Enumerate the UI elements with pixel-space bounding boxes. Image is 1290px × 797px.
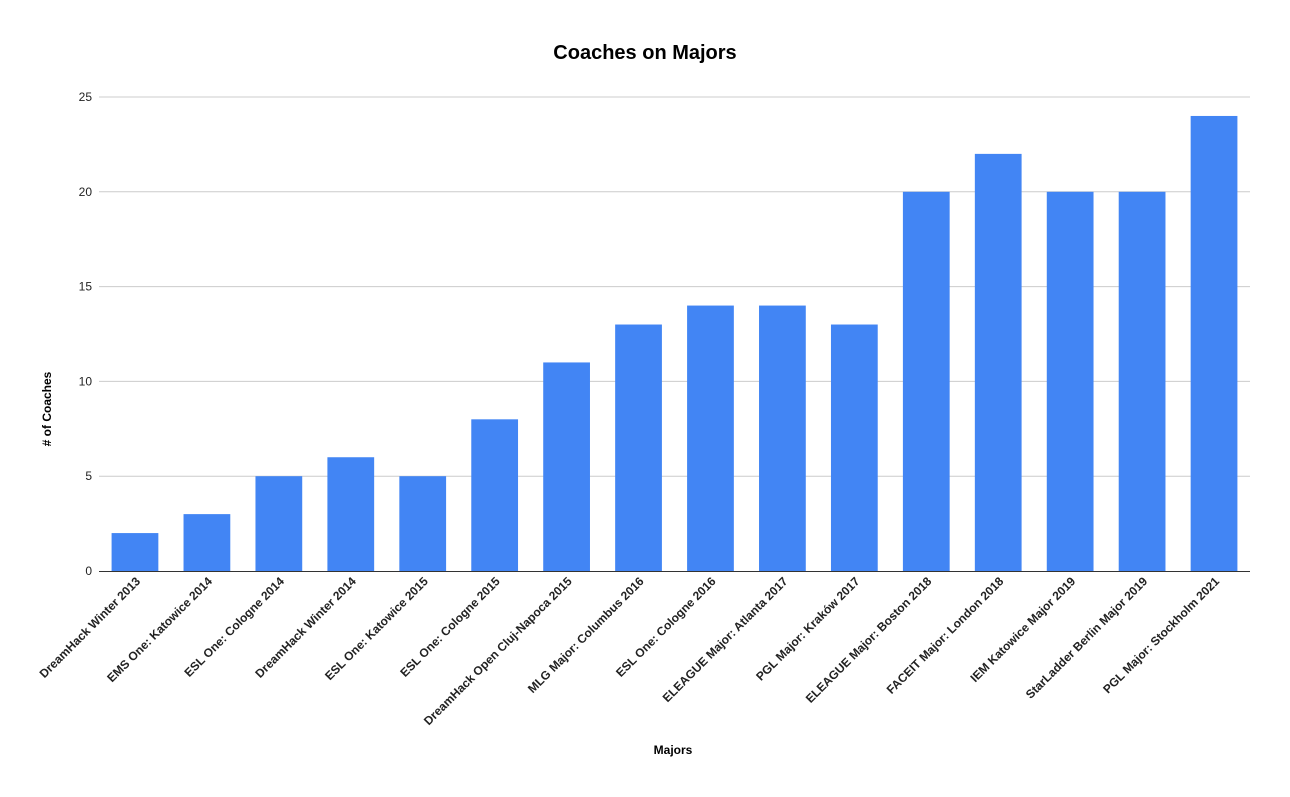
bar (183, 514, 231, 571)
x-tick-label: DreamHack Open Cluj-Napoca 2015 (421, 574, 575, 728)
y-tick-label: 10 (79, 374, 93, 388)
y-tick-label: 5 (85, 469, 92, 483)
bars (111, 115, 1238, 572)
x-tick-label: PGL Major: Stockholm 2021 (1100, 574, 1222, 696)
x-axis-title: Majors (654, 743, 693, 757)
bar (255, 476, 303, 571)
bar (543, 362, 590, 571)
bar (327, 457, 375, 571)
bar (902, 191, 950, 572)
y-tick-label: 25 (79, 90, 93, 104)
bar (687, 305, 734, 571)
x-tick-label: ELEAGUE Major: Boston 2018 (803, 574, 935, 706)
x-tick-label: FACEIT Major: London 2018 (884, 574, 1007, 697)
bar (1046, 191, 1094, 572)
bar (111, 533, 159, 571)
x-tick-label: ELEAGUE Major: Atlanta 2017 (660, 574, 791, 705)
bar (471, 419, 519, 571)
bar (1190, 115, 1238, 572)
bar (615, 324, 662, 571)
y-tick-label: 15 (79, 280, 93, 294)
x-tick-label: StarLadder Berlin Major 2019 (1023, 574, 1151, 702)
bar (759, 305, 806, 571)
y-tick-label: 20 (79, 185, 93, 199)
bar (974, 153, 1022, 571)
y-axis-title: # of Coaches (40, 371, 54, 446)
chart-title: Coaches on Majors (553, 42, 736, 64)
y-tick-label: 0 (85, 564, 92, 578)
bar (1118, 191, 1166, 572)
x-tick-label: MLG Major: Columbus 2016 (525, 574, 647, 696)
bar (399, 476, 447, 571)
bar (830, 324, 878, 571)
